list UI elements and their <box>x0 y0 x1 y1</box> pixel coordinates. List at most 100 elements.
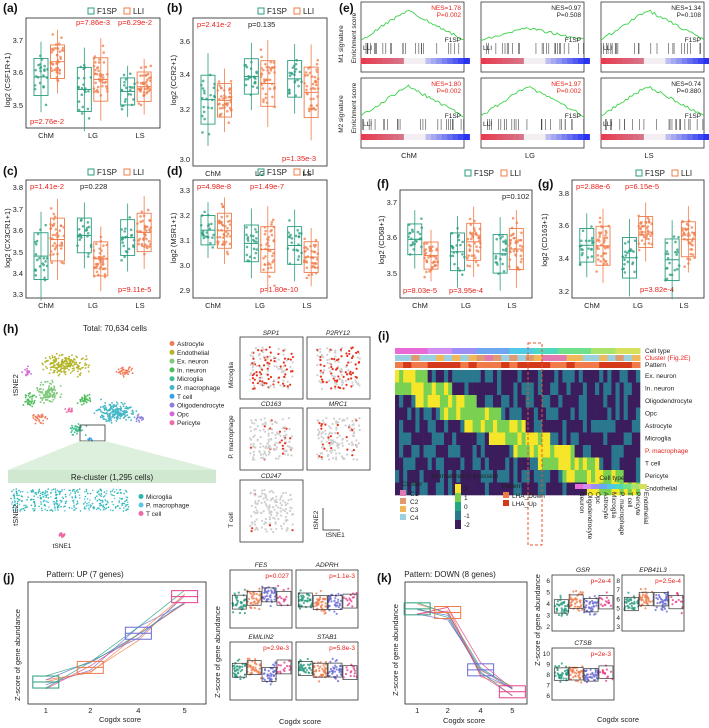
feature-point <box>341 379 344 382</box>
data-point <box>92 256 96 259</box>
feature-point <box>330 372 333 375</box>
heatmap-cell <box>529 432 535 446</box>
feature-point <box>257 349 260 352</box>
gene-point <box>315 604 318 608</box>
gene-point <box>335 668 338 671</box>
data-point <box>408 232 411 235</box>
heatmap-cell <box>407 370 412 383</box>
tsne-point <box>95 409 98 412</box>
cluster-swatch <box>400 498 406 504</box>
gene-point <box>321 667 324 670</box>
tsne-sub-point <box>26 506 28 508</box>
tsne-sub-point <box>105 492 107 495</box>
tsne-sub-point <box>12 509 15 511</box>
feature-point <box>257 495 261 498</box>
data-point <box>213 95 217 99</box>
heatmap-cell <box>554 482 559 496</box>
panel-f-xtick: ChM <box>412 301 428 310</box>
feature-point <box>249 373 252 377</box>
tsne-point <box>30 372 32 375</box>
data-point <box>468 249 472 253</box>
feature-point <box>355 351 358 354</box>
feature-point <box>354 379 357 382</box>
data-point <box>56 71 59 75</box>
heatmap-cell <box>403 457 408 471</box>
tsne-point <box>135 418 138 421</box>
data-point <box>128 85 132 89</box>
tsne-point <box>90 437 92 440</box>
gene-box <box>246 660 262 675</box>
tsne-point <box>79 372 82 375</box>
heatmap-cell <box>615 432 620 446</box>
data-point <box>125 250 129 254</box>
tsne-point <box>49 357 52 360</box>
pattern-track <box>582 362 592 368</box>
celltype-legend-label: Oligodendrocyte <box>586 492 593 540</box>
data-point <box>316 266 319 269</box>
heatmap-cell <box>537 407 543 421</box>
data-point <box>106 90 109 93</box>
data-point <box>226 220 230 223</box>
gene-point <box>333 599 336 602</box>
tsne-sub-plot <box>10 488 130 538</box>
feature-point <box>259 383 262 386</box>
heatmap-cell <box>480 432 486 446</box>
heatmap-cell <box>444 445 449 458</box>
heatmap-cell <box>468 382 473 396</box>
gene-point <box>335 612 338 615</box>
celltype-track <box>501 348 510 354</box>
data-point <box>683 265 686 268</box>
lli-label: LLI <box>363 45 372 52</box>
tsne-point <box>73 361 76 364</box>
feature-point <box>291 447 294 450</box>
gene-point <box>333 670 337 673</box>
feature-point <box>355 443 358 447</box>
tsne-point <box>57 357 60 360</box>
tsne-point <box>111 405 113 408</box>
gene-point <box>274 662 277 665</box>
gene-point <box>335 674 339 677</box>
gene-point <box>287 587 290 590</box>
data-point <box>149 242 152 246</box>
heatmap-cell <box>631 407 637 421</box>
feature-point <box>256 503 259 506</box>
heatmap-cell <box>411 420 416 433</box>
tsne-point <box>103 418 106 420</box>
heatmap-cell <box>439 420 445 433</box>
tsne-sub-point <box>89 506 92 508</box>
data-point <box>62 226 66 229</box>
tsne-point <box>67 362 70 365</box>
data-point <box>470 254 474 258</box>
heatmap-cell <box>578 470 584 483</box>
feature-point <box>333 360 337 363</box>
data-point <box>57 42 61 45</box>
data-point <box>314 243 317 247</box>
data-point <box>414 239 417 242</box>
gene-point <box>269 672 272 675</box>
data-point <box>293 70 297 73</box>
legend-dot <box>169 385 175 390</box>
heatmap-cell <box>521 420 526 433</box>
heatmap-cell <box>558 470 563 483</box>
heatmap-cell <box>415 420 420 433</box>
data-point <box>259 48 263 52</box>
rank-bar-segment <box>660 58 667 64</box>
gene-point <box>331 671 335 674</box>
gene-point <box>309 604 312 607</box>
tsne-point <box>68 362 71 365</box>
data-point <box>62 261 66 265</box>
rank-bar-segment <box>687 58 694 64</box>
data-point <box>263 263 267 266</box>
tsne-sub-point <box>96 495 98 497</box>
feature-point <box>344 379 348 382</box>
data-point <box>674 250 677 254</box>
gene-point <box>259 677 263 680</box>
tsne-sub-point <box>118 500 121 502</box>
feature-point <box>317 428 320 431</box>
feature-point <box>328 444 331 447</box>
trend-line <box>417 606 513 689</box>
feature-point <box>273 508 276 511</box>
gene-point <box>297 595 300 598</box>
data-point <box>294 234 298 238</box>
